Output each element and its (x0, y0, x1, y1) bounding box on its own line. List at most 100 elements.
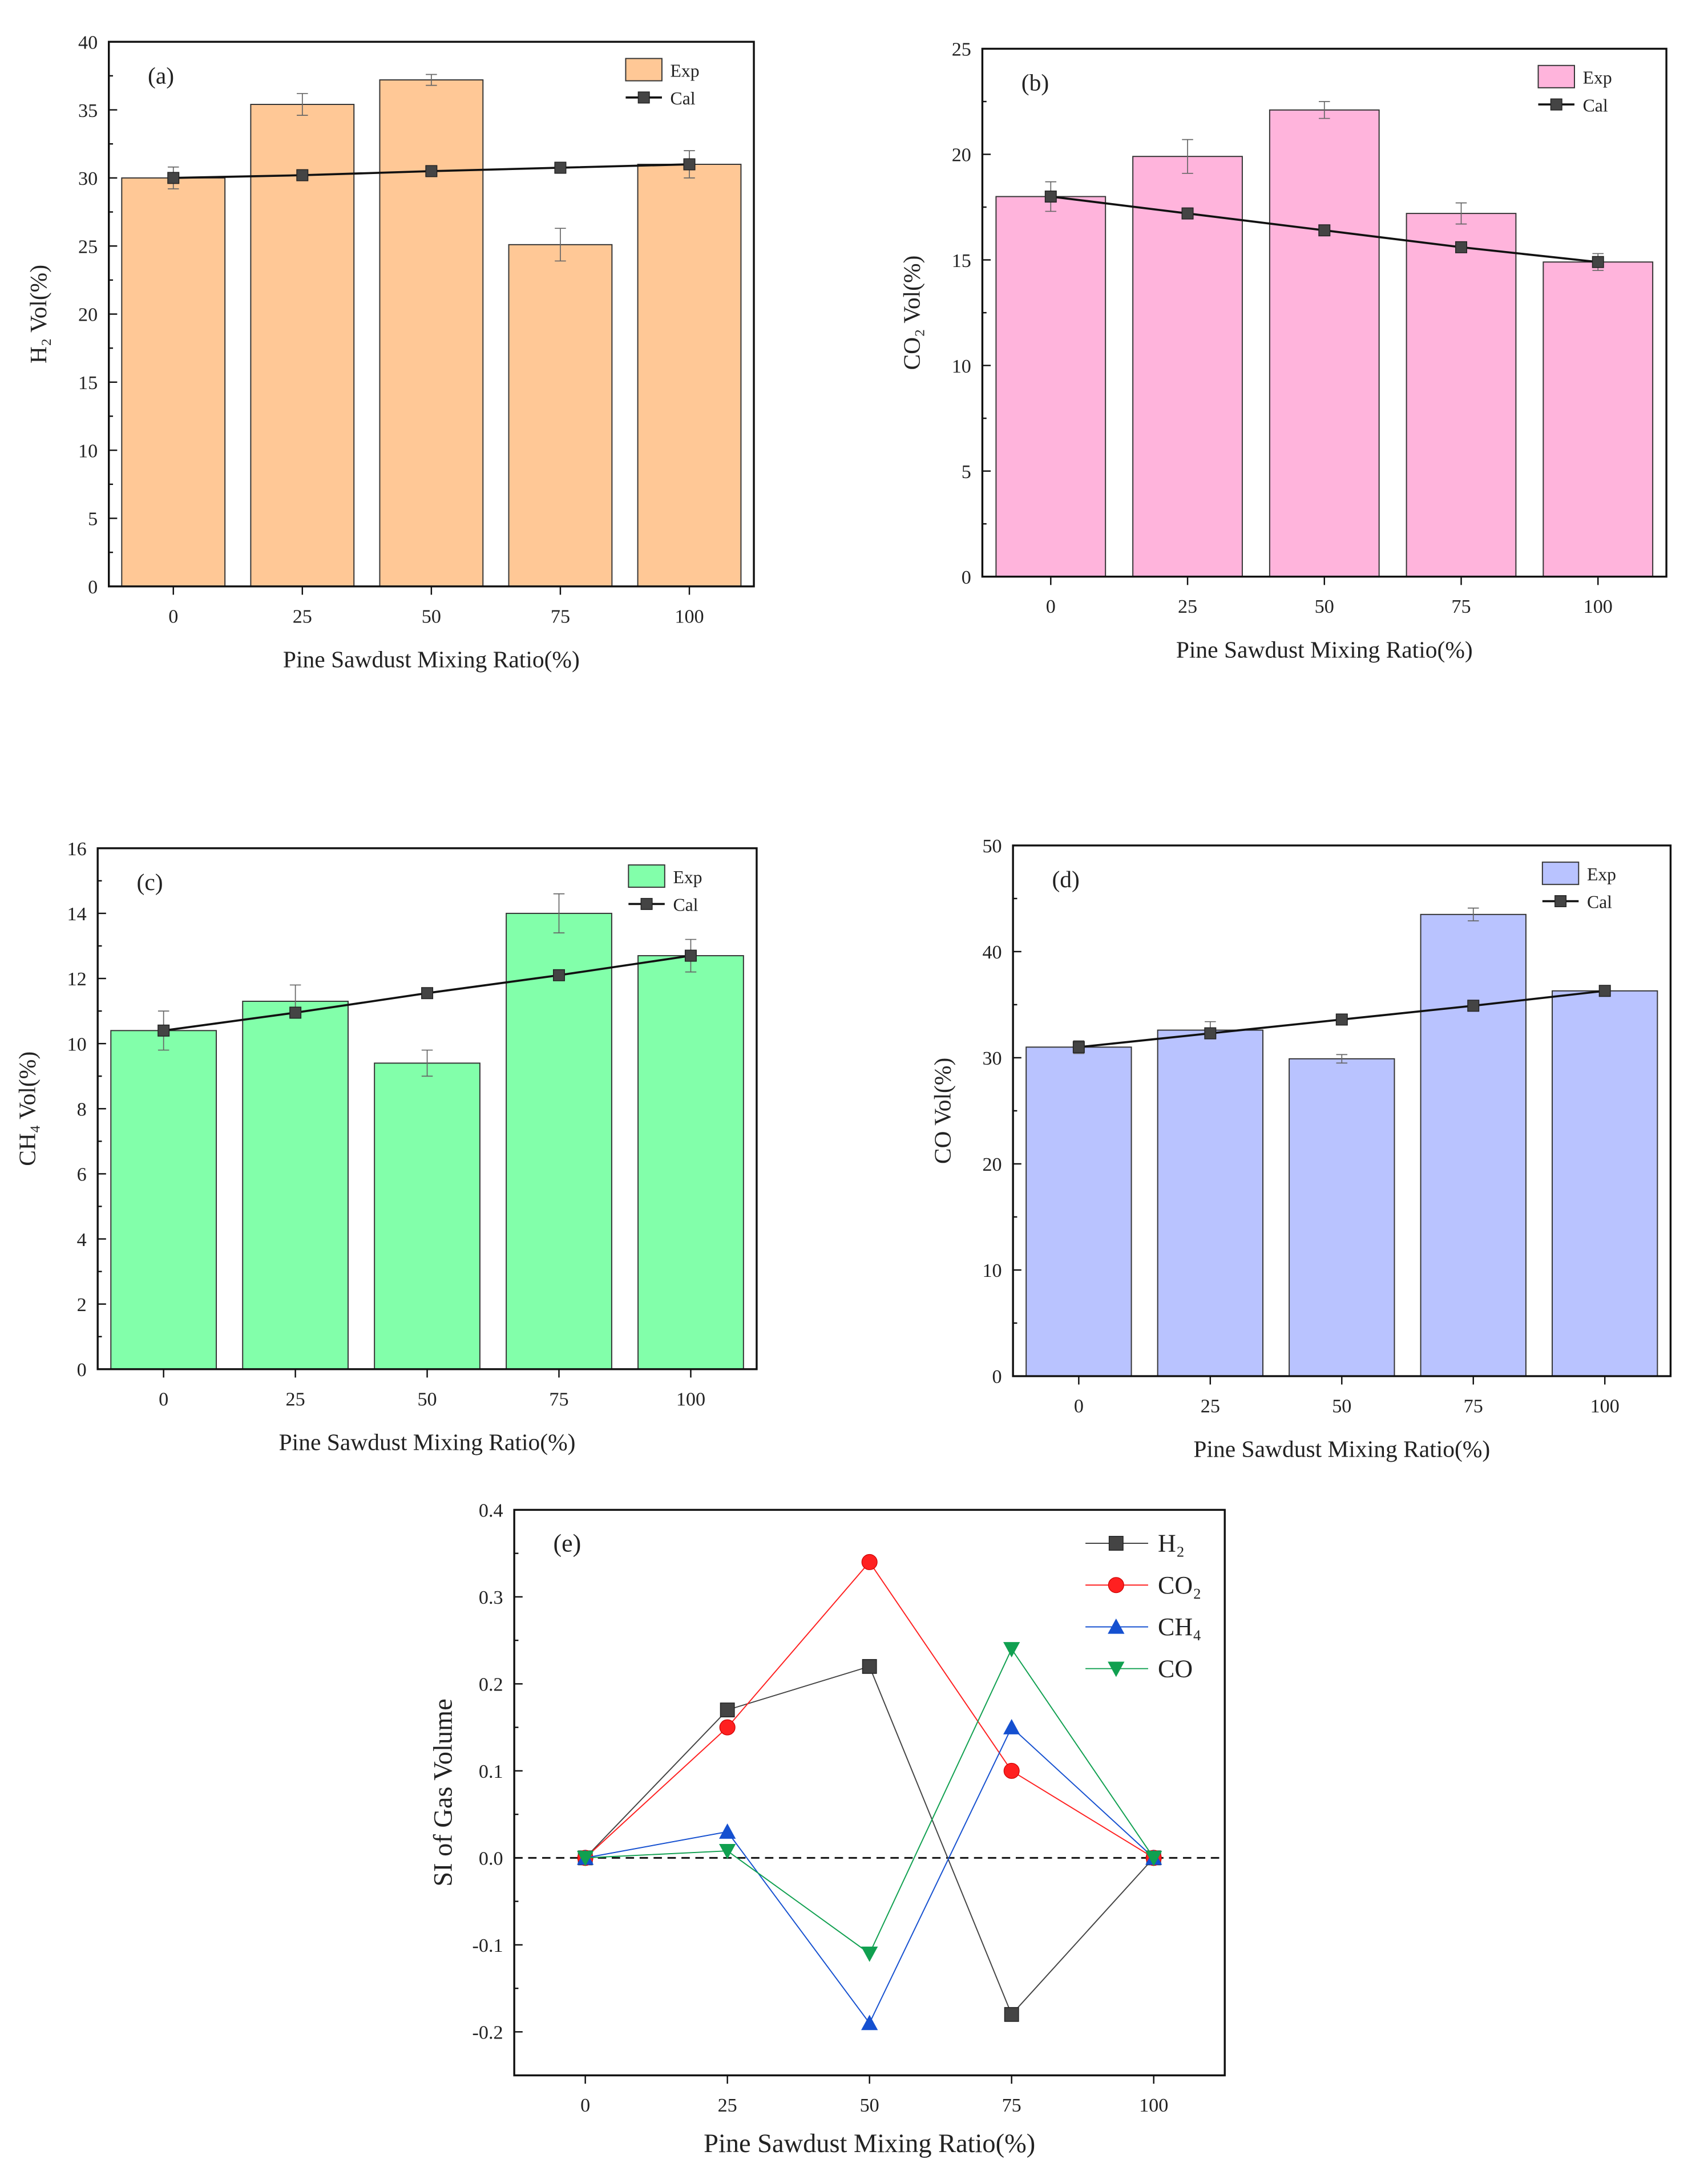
x-axis-title: Pine Sawdust Mixing Ratio(%) (704, 2129, 1035, 2158)
cal-point (1335, 1013, 1348, 1026)
y-tick-label: 0 (88, 577, 98, 598)
cal-point (554, 161, 567, 174)
panel-label: (d) (1052, 866, 1079, 893)
series-line (585, 1726, 1154, 2024)
bar (1552, 990, 1658, 1377)
legend-marker (1108, 1536, 1124, 1551)
y-tick-label: 20 (982, 1154, 1002, 1175)
y-tick-label: -0.2 (473, 2023, 503, 2044)
cal-point (289, 1006, 302, 1019)
y-tick-label: 5 (962, 462, 971, 483)
x-tick-label: 100 (676, 1389, 705, 1410)
data-point (719, 1719, 736, 1736)
panel-label: (b) (1021, 70, 1049, 96)
y-tick-label: 5 (88, 509, 98, 530)
legend-marker (1108, 1618, 1125, 1634)
x-tick-label: 75 (1002, 2095, 1021, 2116)
x-axis-title: Pine Sawdust Mixing Ratio(%) (1193, 1436, 1490, 1463)
legend-label-cal: Cal (671, 88, 696, 108)
y-tick-label: 25 (952, 39, 971, 60)
x-tick-label: 0 (1046, 596, 1056, 617)
data-point (720, 1702, 735, 1718)
legend-label-cal: Cal (1583, 95, 1608, 115)
panel-label: (c) (137, 869, 163, 896)
y-tick-label: 0 (962, 567, 971, 588)
legend-swatch-exp (628, 864, 665, 888)
chart-panel-4: H₂ CO₂ CH₄ CO (e) -0.2 -0.1 0.0 0.1 0.2 0.3 0.4 0 25 5… (429, 1501, 1226, 2158)
bar (1542, 261, 1654, 577)
data-point (1145, 1851, 1162, 1867)
x-tick-label: 100 (1590, 1396, 1620, 1417)
y-axis-title: H₂ Vol(%) (25, 265, 52, 363)
y-tick-label: 16 (67, 839, 86, 860)
data-point (861, 1946, 878, 1962)
x-tick-label: 25 (293, 606, 312, 627)
cal-point (1204, 1027, 1217, 1040)
data-point (861, 1554, 878, 1570)
y-tick-label: 0 (77, 1360, 87, 1381)
x-tick-label: 0 (1074, 1396, 1084, 1417)
y-tick-label: 10 (952, 356, 971, 377)
x-tick-label: 50 (1332, 1396, 1351, 1417)
y-tick-label: 30 (78, 168, 98, 189)
x-tick-label: 25 (286, 1389, 305, 1410)
legend-label-exp: Exp (673, 867, 702, 887)
data-point (861, 2015, 878, 2031)
x-tick-label: 50 (417, 1389, 437, 1410)
x-tick-label: 75 (1464, 1396, 1483, 1417)
y-tick-label: 35 (78, 100, 98, 122)
y-axis-title: CH₄ Vol(%) (14, 1051, 41, 1166)
cal-point (167, 172, 180, 184)
x-tick-label: 100 (1584, 596, 1613, 617)
legend-label-exp: Exp (1583, 67, 1612, 87)
bar (1406, 213, 1517, 577)
x-tick-label: 25 (1201, 1396, 1220, 1417)
legend-label: CO₂ (1158, 1571, 1201, 1599)
y-tick-label: 40 (982, 942, 1002, 963)
legend-label-cal: Cal (673, 895, 698, 915)
y-tick-label: 15 (78, 373, 98, 394)
cal-point (1455, 241, 1468, 253)
x-tick-label: 50 (1315, 596, 1334, 617)
series-line (584, 1561, 1154, 1859)
bar (637, 955, 744, 1370)
bar (995, 196, 1107, 577)
y-tick-label: 10 (67, 1034, 86, 1055)
chart-panel-0: Exp Cal (a) 0 5 10 15 20 25 30 35 40 0 25 50 75 100 Pine … (25, 32, 755, 673)
y-tick-label: 2 (77, 1295, 87, 1316)
y-tick-label: 6 (77, 1164, 87, 1186)
legend-marker-cal (1550, 98, 1562, 111)
cal-point (1598, 985, 1611, 997)
legend-label-exp: Exp (671, 60, 700, 80)
chart-panel-2: Exp Cal (c) 0 2 4 6 8 10 12 14 16 0 25 50 75 100 Pine Saw… (14, 839, 758, 1455)
y-tick-label: -0.1 (473, 1935, 503, 1956)
data-point (1003, 1718, 1020, 1734)
y-tick-label: 0 (992, 1366, 1002, 1388)
bar (1420, 913, 1527, 1377)
bar (1157, 1029, 1263, 1377)
cal-point (683, 158, 696, 171)
y-tick-label: 0.4 (479, 1501, 503, 1522)
legend-label-exp: Exp (1587, 864, 1616, 884)
y-tick-label: 10 (78, 440, 98, 462)
legend-swatch-exp (1541, 862, 1580, 885)
y-tick-label: 20 (78, 305, 98, 326)
series-line (584, 1665, 1154, 2016)
panel-label: (a) (148, 62, 174, 89)
bar (1269, 109, 1380, 577)
bar (374, 1062, 480, 1370)
x-tick-label: 25 (718, 2095, 737, 2116)
y-tick-label: 30 (982, 1048, 1002, 1069)
cal-point (1181, 207, 1194, 220)
cal-point (1592, 256, 1604, 268)
bar (637, 164, 742, 587)
data-point (862, 1659, 877, 1674)
cal-point (1467, 1000, 1480, 1012)
chart-panel-1: Exp Cal (b) 0 5 10 15 20 25 0 25 50 75 100 Pine Sawdus… (899, 39, 1667, 663)
legend-swatch-exp (1537, 64, 1575, 88)
bar (242, 1001, 349, 1370)
y-tick-label: 0.3 (479, 1587, 503, 1608)
legend-marker-cal (637, 91, 650, 104)
bar (1132, 156, 1243, 577)
